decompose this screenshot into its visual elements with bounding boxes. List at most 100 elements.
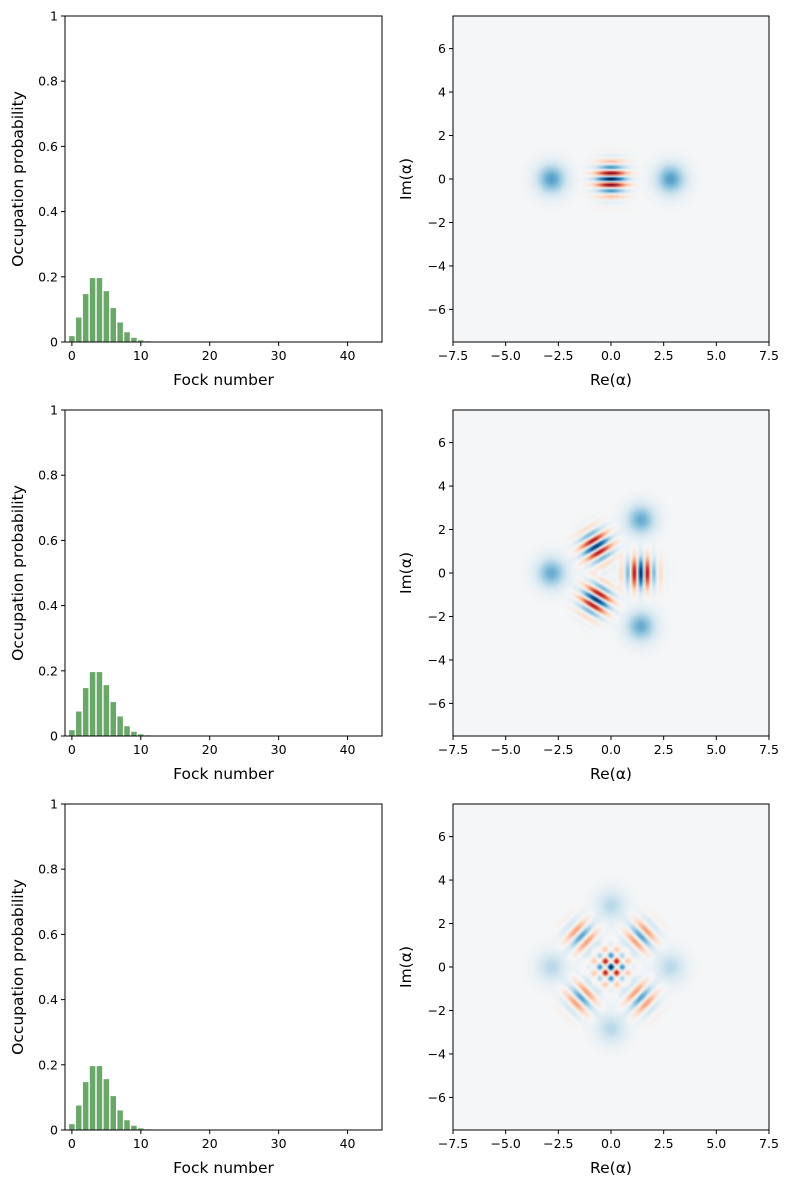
y-tick-label: 0 bbox=[50, 1123, 58, 1138]
fock-bar bbox=[96, 278, 103, 342]
x-tick-label: −5.0 bbox=[490, 348, 520, 363]
y-tick-label: 0.4 bbox=[38, 598, 58, 613]
fock-bar bbox=[103, 685, 110, 736]
fock-bar bbox=[110, 308, 116, 342]
fock-bar bbox=[76, 317, 82, 342]
x-tick-label: −2.5 bbox=[543, 742, 573, 757]
x-tick-label: −5.0 bbox=[490, 1136, 520, 1151]
y-tick-label: 1 bbox=[50, 797, 58, 812]
y-tick-label: 0 bbox=[438, 566, 446, 581]
x-tick-label: 0.0 bbox=[601, 348, 621, 363]
bar-chart-panel: 0 10 20 30 40 0 0.2 0.4 0.6 0.8 1 Fock number Occupa… bbox=[9, 9, 383, 389]
x-tick-label: 40 bbox=[340, 348, 356, 363]
y-tick-label: 0.4 bbox=[38, 992, 58, 1007]
wigner-heatmap-panel: −7.5 −5.0 −2.5 0.0 2.5 5.0 7.5 −6 −4 −2 0 2 4 6 Re(α) I… bbox=[397, 15, 779, 389]
bar-chart-panel: 0 10 20 30 40 0 0.2 0.4 0.6 0.8 1 Fock number Occupa… bbox=[9, 797, 383, 1177]
y-tick-label: −6 bbox=[428, 696, 446, 711]
x-tick-label: 0.0 bbox=[601, 742, 621, 757]
fock-bar bbox=[138, 1128, 144, 1130]
wigner-heatmap-panel: −7.5 −5.0 −2.5 0.0 2.5 5.0 7.5 −6 −4 −2 0 2 4 6 Re(α) I… bbox=[397, 803, 779, 1177]
fock-bar bbox=[76, 711, 82, 736]
y-tick-label: −6 bbox=[428, 1090, 446, 1105]
y-tick-label: 0.6 bbox=[38, 927, 58, 942]
y-tick-label: 0 bbox=[438, 172, 446, 187]
x-tick-label: −7.5 bbox=[438, 348, 468, 363]
y-tick-label: 6 bbox=[438, 829, 446, 844]
fock-bar bbox=[117, 1110, 123, 1130]
axes-frame bbox=[64, 803, 383, 1131]
fock-bar bbox=[76, 1105, 82, 1130]
fock-bar bbox=[110, 1096, 116, 1130]
x-tick-label: 30 bbox=[271, 348, 287, 363]
x-axis-title: Fock number bbox=[173, 371, 274, 389]
y-tick-label: 1 bbox=[50, 9, 58, 24]
x-tick-label: 20 bbox=[202, 1136, 218, 1151]
wigner-heatmap bbox=[453, 804, 769, 1130]
y-tick-label: 0.6 bbox=[38, 139, 58, 154]
y-tick-label: 0 bbox=[50, 729, 58, 744]
y-tick-label: −4 bbox=[428, 258, 446, 273]
wigner-heatmap bbox=[453, 410, 769, 736]
x-axis-title: Re(α) bbox=[590, 765, 632, 783]
x-tick-label: 7.5 bbox=[759, 742, 779, 757]
x-tick-label: −5.0 bbox=[490, 742, 520, 757]
x-tick-label: 20 bbox=[202, 742, 218, 757]
y-tick-label: 4 bbox=[438, 479, 446, 494]
fock-bar bbox=[69, 336, 75, 342]
fock-bar bbox=[124, 332, 130, 342]
y-tick-label: 1 bbox=[50, 403, 58, 418]
x-axis-title: Fock number bbox=[173, 765, 274, 783]
y-axis-title: Occupation probability bbox=[9, 485, 27, 661]
y-tick-label: −4 bbox=[428, 1046, 446, 1061]
y-tick-label: −2 bbox=[428, 1003, 446, 1018]
y-tick-label: 6 bbox=[438, 41, 446, 56]
x-tick-label: 5.0 bbox=[706, 1136, 726, 1151]
fock-bar bbox=[82, 1082, 89, 1130]
y-axis-title: Im(α) bbox=[397, 158, 415, 200]
fock-bar bbox=[89, 672, 96, 736]
x-tick-label: −2.5 bbox=[543, 1136, 573, 1151]
y-tick-label: 0.8 bbox=[38, 468, 58, 483]
y-tick-label: −4 bbox=[428, 652, 446, 667]
x-tick-label: 2.5 bbox=[654, 348, 674, 363]
x-tick-label: 2.5 bbox=[654, 1136, 674, 1151]
x-tick-label: 5.0 bbox=[706, 348, 726, 363]
axes-frame bbox=[64, 409, 383, 737]
x-axis-title: Fock number bbox=[173, 1159, 274, 1177]
x-tick-label: 2.5 bbox=[654, 742, 674, 757]
fock-bar bbox=[69, 730, 75, 736]
y-tick-label: 0.4 bbox=[38, 204, 58, 219]
y-tick-label: 0.8 bbox=[38, 74, 58, 89]
fock-bar bbox=[138, 340, 144, 342]
x-tick-label: 7.5 bbox=[759, 1136, 779, 1151]
x-tick-label: 10 bbox=[133, 742, 149, 757]
fock-bar bbox=[82, 688, 89, 736]
y-tick-label: 2 bbox=[438, 522, 446, 537]
bar-chart-panel: 0 10 20 30 40 0 0.2 0.4 0.6 0.8 1 Fock number Occupa… bbox=[9, 403, 383, 783]
fock-bar bbox=[138, 734, 144, 736]
fock-bar bbox=[82, 294, 89, 342]
y-tick-label: 0.2 bbox=[38, 269, 58, 284]
fock-bar bbox=[117, 716, 123, 736]
y-axis-title: Occupation probability bbox=[9, 91, 27, 267]
y-tick-label: 0 bbox=[438, 960, 446, 975]
x-tick-label: 0 bbox=[68, 1136, 76, 1151]
x-tick-label: −2.5 bbox=[543, 348, 573, 363]
x-tick-label: 30 bbox=[271, 1136, 287, 1151]
x-tick-label: −7.5 bbox=[438, 742, 468, 757]
x-tick-label: 5.0 bbox=[706, 742, 726, 757]
x-tick-label: 20 bbox=[202, 348, 218, 363]
x-tick-label: 0 bbox=[68, 742, 76, 757]
fock-bar bbox=[96, 1066, 103, 1130]
axes-frame bbox=[64, 15, 383, 343]
y-tick-label: 0.2 bbox=[38, 1057, 58, 1072]
fock-bar bbox=[131, 337, 137, 342]
y-tick-label: 0.6 bbox=[38, 533, 58, 548]
fock-bar bbox=[117, 322, 123, 342]
fock-bar bbox=[69, 1124, 75, 1130]
wigner-heatmap bbox=[453, 16, 769, 342]
wigner-heatmap-panel: −7.5 −5.0 −2.5 0.0 2.5 5.0 7.5 −6 −4 −2 0 2 4 6 Re(α) I… bbox=[397, 409, 779, 783]
fock-bar bbox=[131, 731, 137, 736]
x-tick-label: 0.0 bbox=[601, 1136, 621, 1151]
y-axis-title: Im(α) bbox=[397, 946, 415, 988]
